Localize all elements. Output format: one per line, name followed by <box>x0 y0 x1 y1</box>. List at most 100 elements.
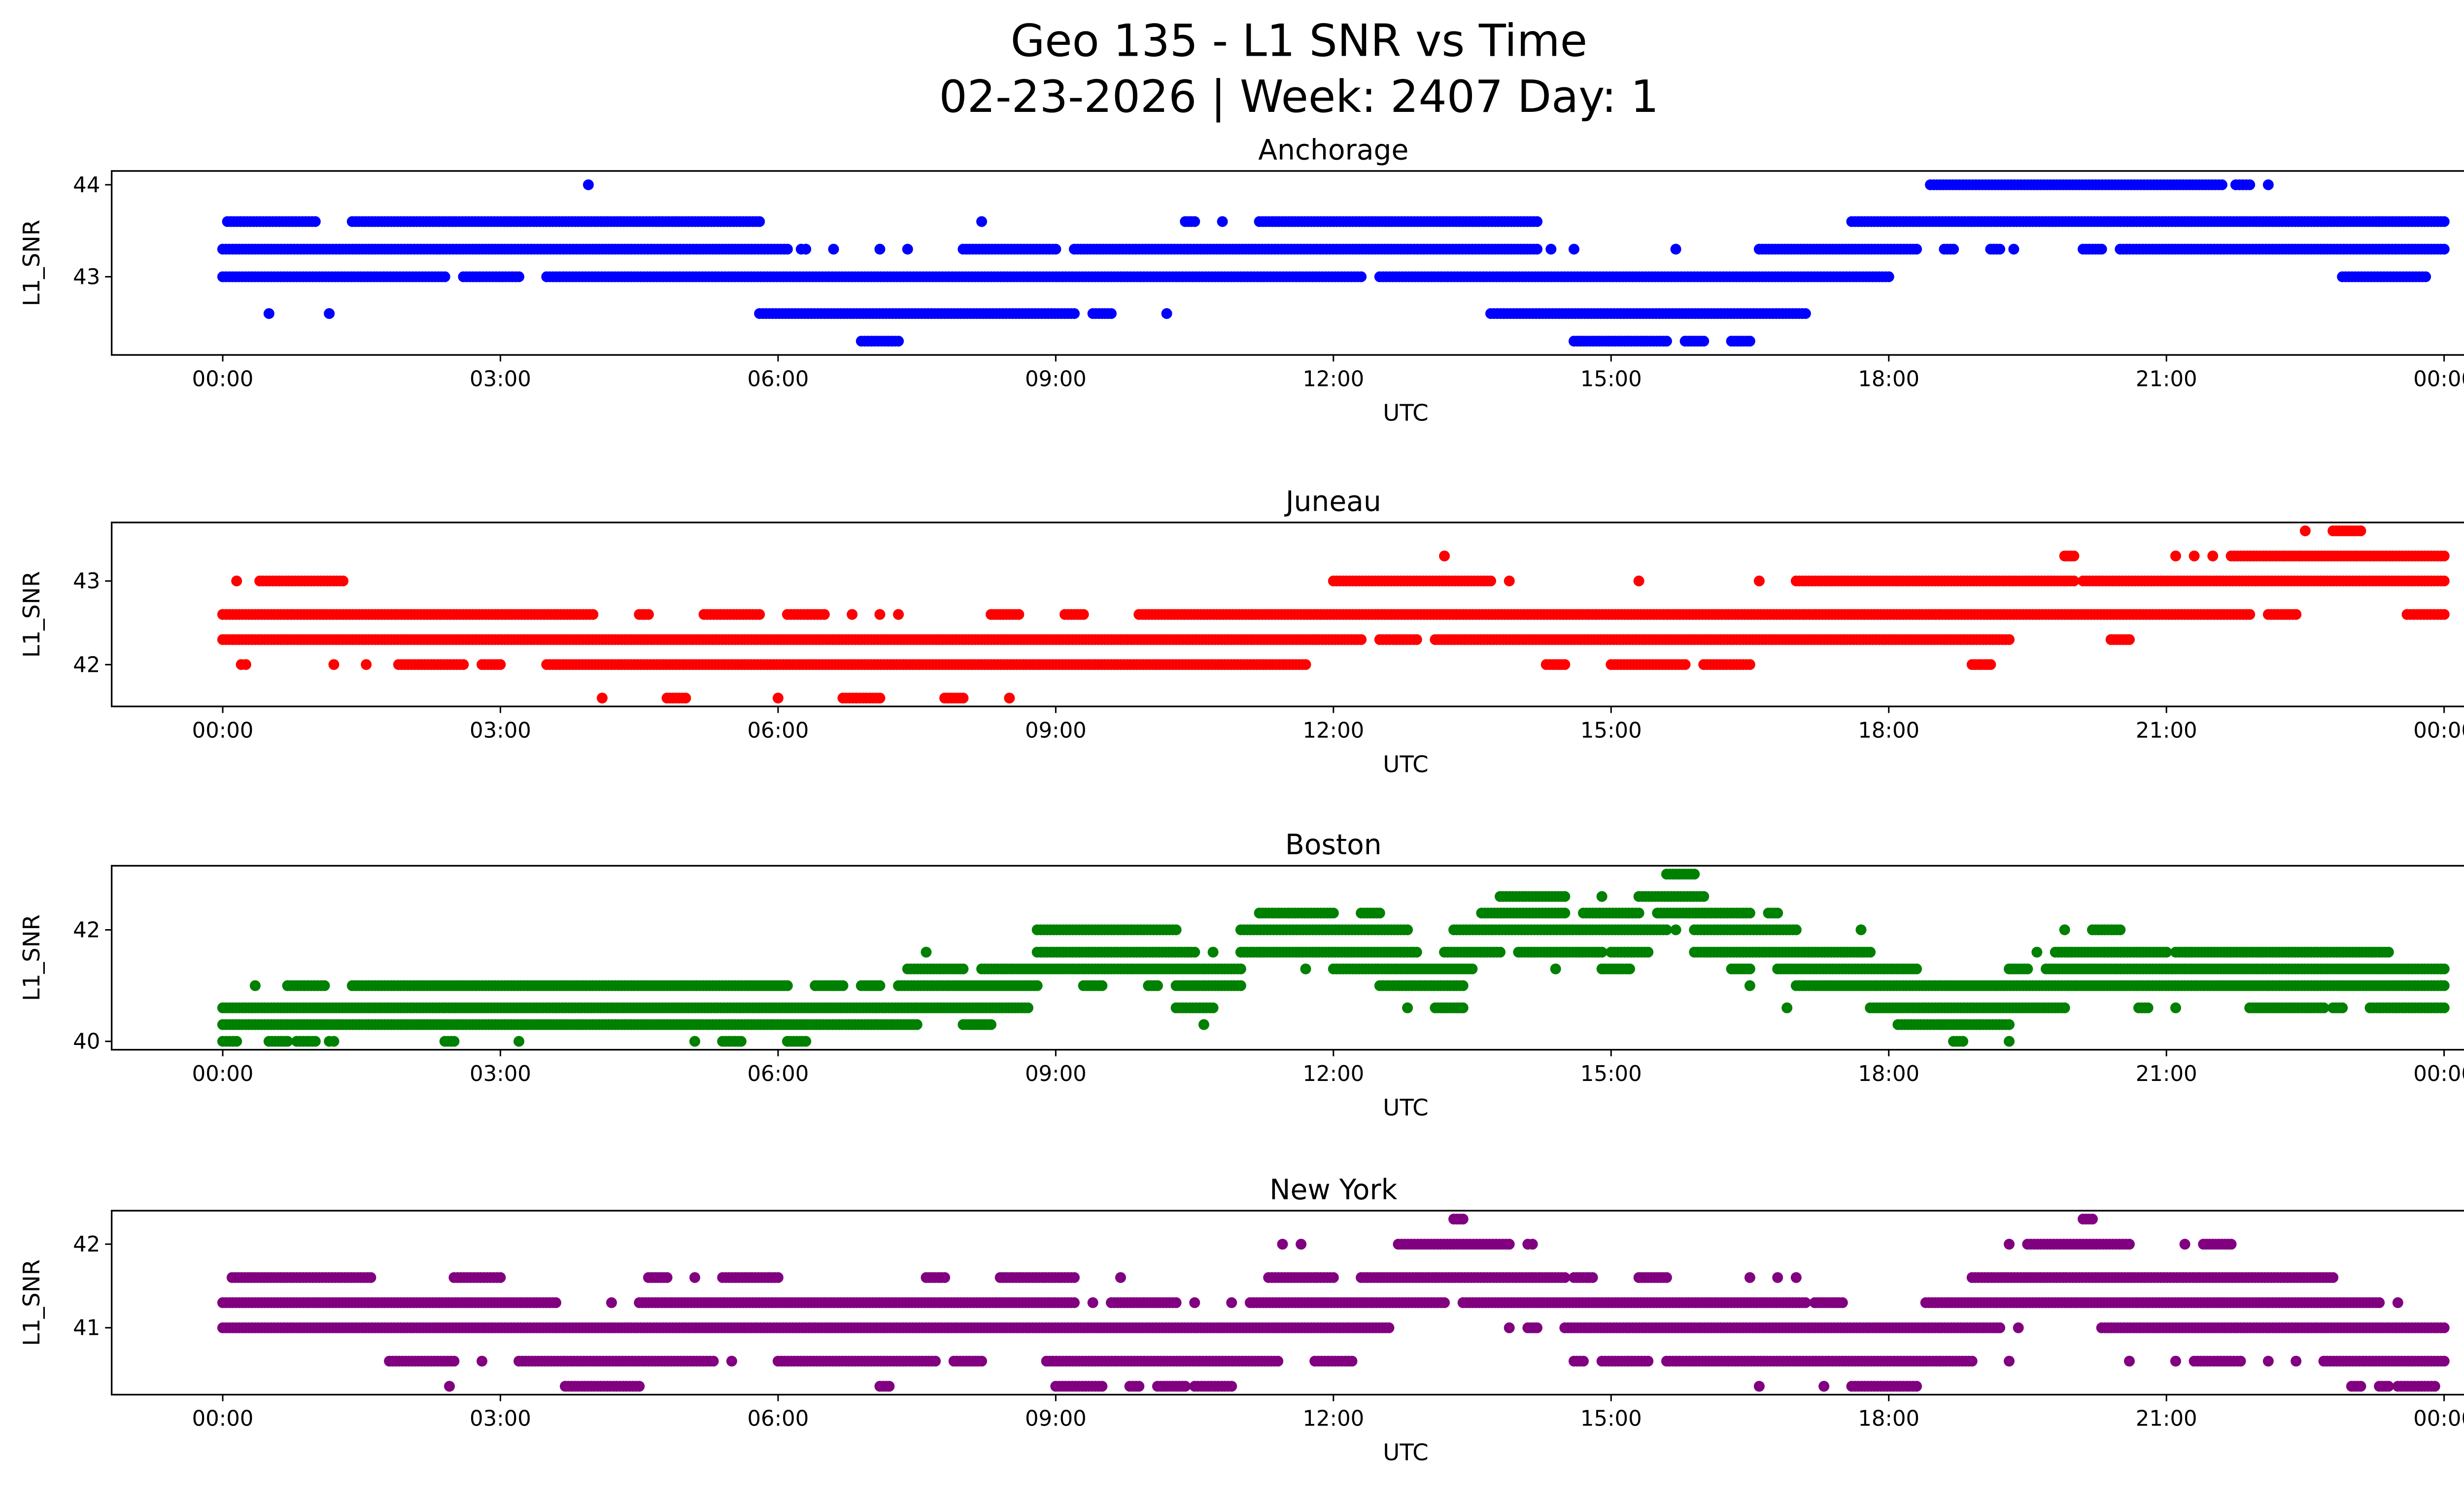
data-point <box>1235 980 1246 991</box>
data-point <box>2420 271 2431 282</box>
data-point <box>2115 924 2126 936</box>
data-point <box>2244 179 2256 190</box>
data-point <box>309 216 321 227</box>
x-tick-label: 09:00 <box>1025 367 1087 391</box>
data-point <box>1235 963 1246 974</box>
data-point <box>1568 243 1579 255</box>
data-point <box>1105 308 1117 319</box>
data-point <box>1532 243 1543 255</box>
data-point <box>582 179 594 190</box>
data-point <box>1031 980 1043 991</box>
data-point <box>2216 179 2227 190</box>
y-tick-label: 42 <box>73 653 100 677</box>
data-point <box>921 946 932 958</box>
data-point <box>1559 659 1571 670</box>
data-point <box>1865 946 1876 958</box>
axes-frame <box>110 170 2464 356</box>
data-point <box>2059 924 2070 936</box>
subplot-title: Juneau <box>1284 486 1381 518</box>
data-point <box>1207 946 1219 958</box>
x-tick-label: 15:00 <box>1580 719 1642 743</box>
data-point <box>2262 179 2274 190</box>
x-tick-label: 15:00 <box>1580 367 1642 391</box>
data-point <box>1624 963 1635 974</box>
y-tick-label: 43 <box>73 569 100 594</box>
data-point <box>1545 243 1557 255</box>
data-point <box>1559 907 1571 919</box>
data-point <box>1855 924 1867 936</box>
data-point <box>837 980 849 991</box>
data-point <box>2438 243 2450 255</box>
x-tick-label: 21:00 <box>2136 719 2197 743</box>
data-point <box>958 963 969 974</box>
data-point <box>1633 907 1644 919</box>
data-point <box>754 609 765 620</box>
data-point <box>1670 243 1681 255</box>
x-tick-label: 12:00 <box>1302 719 1364 743</box>
data-point <box>1485 575 1497 587</box>
data-point <box>1161 308 1172 319</box>
x-tick-label: 00:00 <box>192 367 254 391</box>
data-point <box>874 693 886 704</box>
data-point <box>819 609 830 620</box>
data-point <box>1550 963 1561 974</box>
data-point <box>1883 271 1894 282</box>
data-point <box>1911 243 1922 255</box>
data-point <box>1096 980 1108 991</box>
data-point <box>874 243 886 255</box>
data-point <box>1411 634 1422 645</box>
data-point <box>2244 609 2256 620</box>
data-point <box>958 693 969 704</box>
x-tick-label: 03:00 <box>470 719 531 743</box>
data-point <box>1744 907 1755 919</box>
data-point <box>1068 308 1080 319</box>
data-point <box>2438 963 2450 974</box>
data-point <box>1633 575 1644 587</box>
x-tick-label: 00:00 <box>192 719 254 743</box>
scatter-points <box>217 869 2450 1047</box>
data-point <box>2004 634 2015 645</box>
data-point <box>1467 963 1478 974</box>
data-point <box>338 575 349 587</box>
data-point <box>1050 243 1061 255</box>
data-point <box>772 693 784 704</box>
data-point <box>2383 946 2394 958</box>
data-point <box>1532 216 1543 227</box>
data-point <box>361 659 372 670</box>
data-point <box>800 243 812 255</box>
data-point <box>1744 659 1755 670</box>
data-point <box>2438 609 2450 620</box>
x-axis-label: UTC <box>1383 400 1428 426</box>
data-point <box>1078 609 1089 620</box>
x-tick-label: 00:00 <box>2413 719 2464 743</box>
data-point <box>643 609 654 620</box>
data-point <box>2022 963 2033 974</box>
x-tick-label: 09:00 <box>1025 719 1087 743</box>
data-point <box>1013 609 1025 620</box>
data-point <box>2291 609 2302 620</box>
data-point <box>874 609 886 620</box>
data-point <box>2438 216 2450 227</box>
data-point <box>1670 924 1681 936</box>
x-tick-label: 18:00 <box>1858 719 1919 743</box>
data-point <box>240 659 251 670</box>
data-point <box>1170 924 1182 936</box>
data-point <box>1189 216 1200 227</box>
data-point <box>1698 336 1710 347</box>
chart-title-line1: Geo 135 - L1 SNR vs Time <box>1011 15 1587 67</box>
x-axis-label: UTC <box>1383 751 1428 778</box>
x-tick-label: 21:00 <box>2136 367 2197 391</box>
data-point <box>1300 659 1311 670</box>
data-point <box>1744 963 1755 974</box>
data-point <box>1744 336 1755 347</box>
data-point <box>2189 550 2200 561</box>
data-point <box>2170 550 2181 561</box>
data-point <box>1004 693 1015 704</box>
data-point <box>1800 308 1811 319</box>
data-point <box>2123 634 2135 645</box>
data-point <box>1994 243 2006 255</box>
data-point <box>1189 946 1200 958</box>
